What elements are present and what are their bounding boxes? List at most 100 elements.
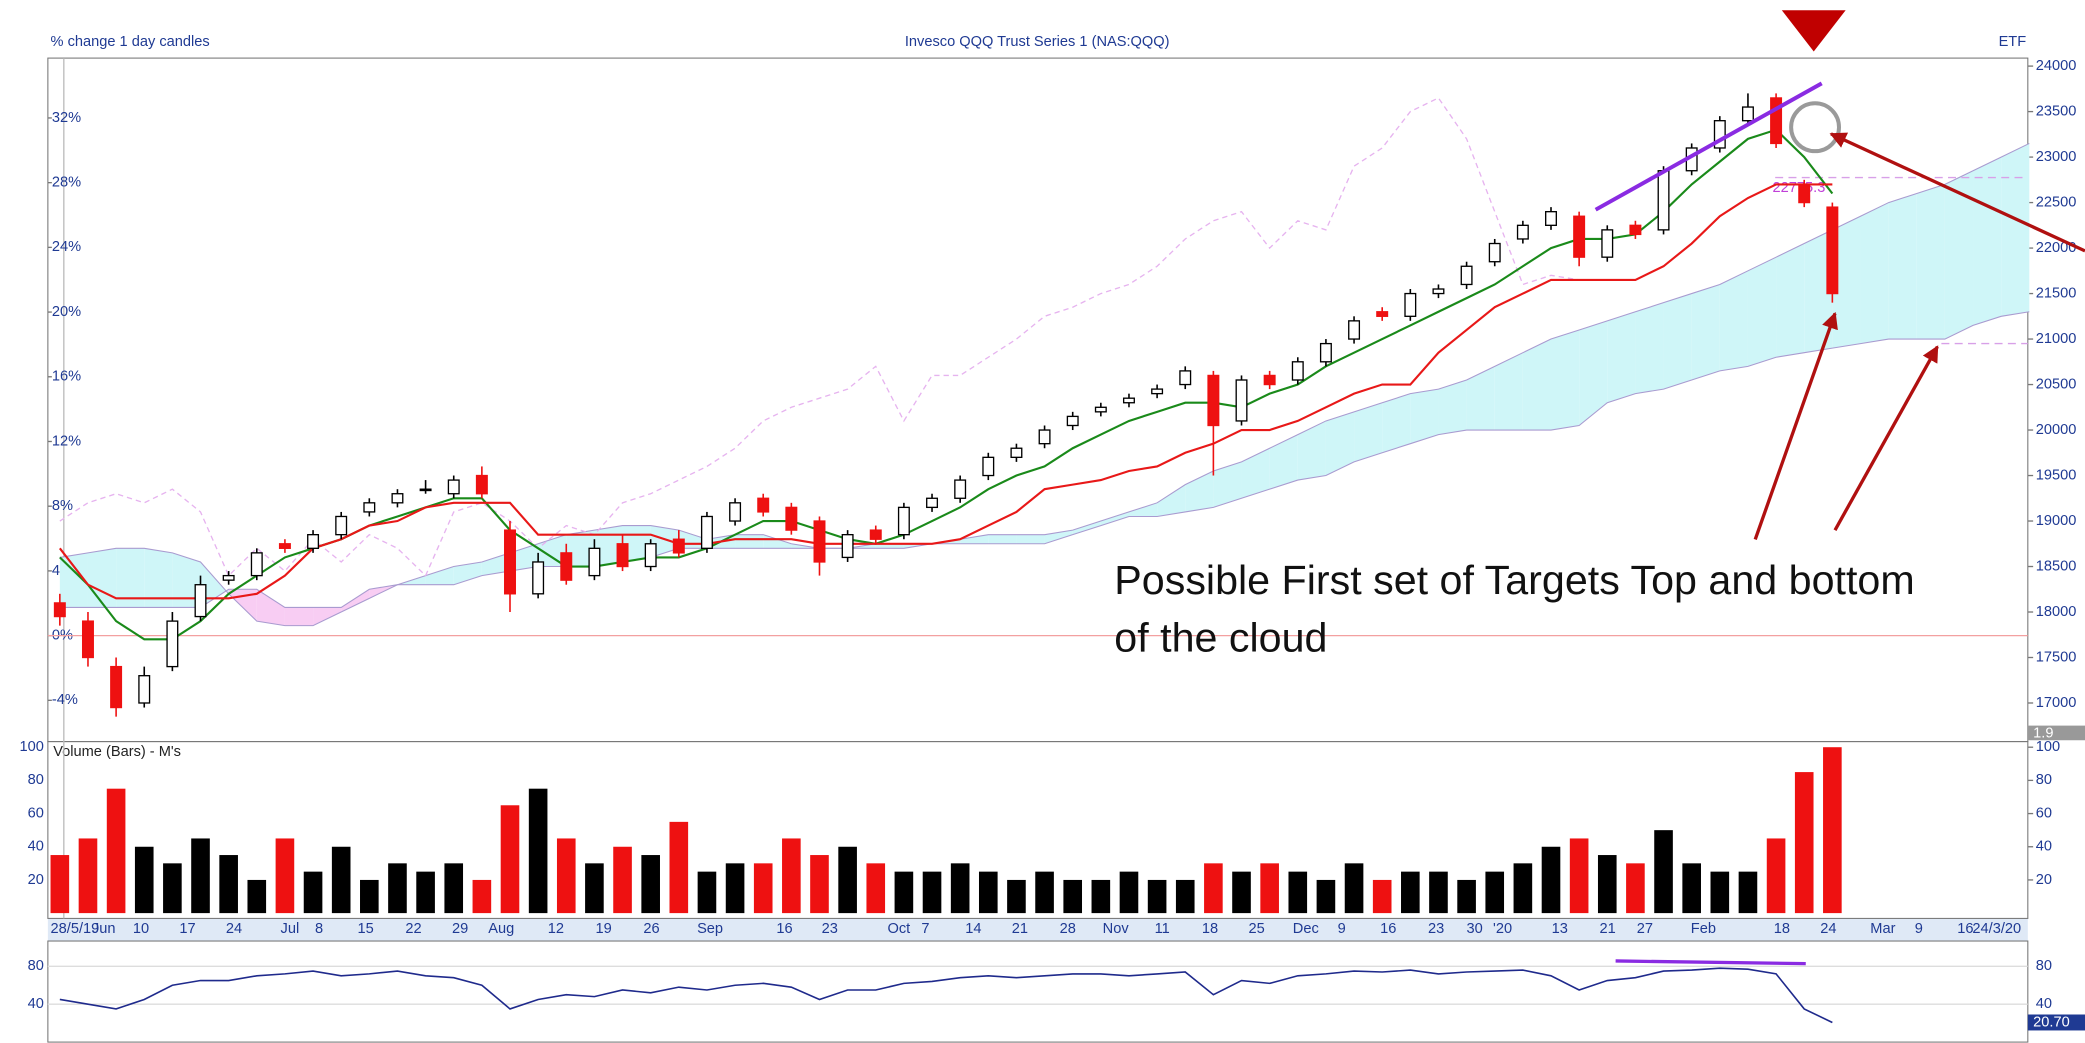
cloud-fill (2001, 143, 2030, 317)
volume-bar (866, 863, 886, 914)
x-axis-band (47, 918, 2028, 942)
volume-bar (1204, 863, 1223, 914)
panel-frame (47, 940, 2029, 1043)
x-tick-label: 15 (358, 921, 374, 937)
candle-body (954, 479, 967, 499)
x-tick-label: Feb (1691, 921, 1716, 937)
volume-bar (1457, 879, 1476, 914)
volume-bar (782, 838, 801, 914)
y-tick-label: 40 (2036, 996, 2052, 1012)
volume-bar (641, 855, 660, 914)
y-tick-label: 80 (28, 958, 44, 974)
x-tick-label: 12 (548, 921, 564, 937)
volume-bar (360, 879, 379, 914)
cloud-fill (1016, 534, 1045, 544)
cloud-fill (256, 589, 285, 626)
candle-body (504, 529, 516, 595)
volume-bar (50, 855, 70, 914)
cloud-fill (1607, 311, 1636, 403)
y-tick-label: 22500 (2036, 194, 2077, 210)
y-tick-label: 23500 (2036, 103, 2077, 119)
cloud-fill (1185, 470, 1214, 512)
cloud-fill (1522, 339, 1552, 431)
cloud-fill (341, 589, 370, 613)
x-tick-label: 24 (1820, 921, 1836, 937)
y-tick-label: 40 (28, 839, 44, 855)
cloud-fill (481, 552, 511, 576)
candle-body (1741, 106, 1754, 122)
x-tick-label: 23 (1428, 921, 1444, 937)
candle-body (560, 552, 573, 581)
y2-tick-label: 32% (52, 110, 81, 126)
candle-body (1235, 379, 1248, 422)
x-tick-label: Nov (1103, 921, 1130, 937)
rsi-line (59, 967, 1833, 1024)
x-tick-label: 18 (1202, 921, 1218, 937)
y2-tick-label: 28% (52, 175, 81, 191)
x-tick-label: Jul (281, 921, 300, 937)
x-tick-label: 16 (1957, 921, 1973, 937)
candle-body (1657, 170, 1670, 231)
x-tick-label: 24/3/20 (1972, 921, 2021, 937)
volume-bar (78, 838, 98, 914)
trend-line (1594, 81, 1823, 212)
x-tick-label: 22 (405, 921, 421, 937)
x-tick-label: Mar (1870, 921, 1895, 937)
volume-bar (1232, 871, 1251, 914)
y-tick-label: 17000 (2036, 695, 2077, 711)
x-tick-label: 25 (1248, 921, 1264, 937)
volume-bar (163, 863, 182, 914)
cloud-fill (650, 525, 679, 558)
volume-bar (1288, 871, 1308, 914)
cloud-fill (960, 534, 989, 544)
x-tick-label: Dec (1293, 921, 1319, 937)
candle-body (785, 506, 798, 531)
candle-body (757, 497, 770, 513)
chart-subtitle: % change 1 day candles (51, 34, 210, 50)
candle-body (1713, 120, 1726, 149)
arrow (1753, 311, 1838, 541)
candle-body (841, 534, 854, 559)
volume-bar (1738, 871, 1758, 914)
candle-body (813, 520, 826, 563)
candle-body (363, 502, 376, 513)
x-tick-label: 10 (133, 921, 149, 937)
volume-bar (950, 863, 970, 914)
y-tick-label: 40 (28, 996, 44, 1012)
cloud-fill (1860, 202, 1889, 344)
x-tick-label: Oct (888, 921, 911, 937)
cloud-fill (1832, 216, 1861, 349)
y-tick-label: 19500 (2036, 467, 2077, 483)
candle-body (307, 534, 320, 549)
volume-bar (838, 846, 857, 914)
volume-bar (275, 838, 295, 914)
volume-bar (753, 863, 773, 914)
highlight-circle (1789, 101, 1841, 154)
volume-bar (331, 846, 351, 914)
cloud-fill (1382, 393, 1411, 453)
background-layer (47, 918, 2028, 942)
cloud-fill (1410, 389, 1439, 444)
x-tick-label: Aug (488, 921, 514, 937)
cloud-fill (453, 561, 482, 585)
candle-body (1516, 224, 1529, 240)
cloud-fill (313, 607, 342, 626)
y-tick-label: 20000 (2036, 422, 2077, 438)
y-tick-label: 60 (2036, 805, 2052, 821)
y-tick-label: 40 (2036, 839, 2052, 855)
volume-bar (613, 846, 632, 914)
candle-body (1010, 447, 1023, 458)
candle-body (222, 574, 235, 581)
marker-box (2027, 1014, 2085, 1031)
cloud-fill (1663, 293, 1692, 390)
cloud-fill (1747, 257, 1777, 367)
x-tick-label: 9 (1915, 921, 1923, 937)
volume-bar (1485, 871, 1505, 914)
cloud-fill (1691, 284, 1720, 380)
y2-tick-label: 12% (52, 433, 81, 449)
volume-bar (1766, 838, 1786, 914)
y-tick-label: 80 (2036, 772, 2052, 788)
volume-bar (1063, 879, 1083, 914)
volume-bar (1035, 871, 1054, 914)
x-tick-label: 28/5/19 (51, 921, 100, 937)
